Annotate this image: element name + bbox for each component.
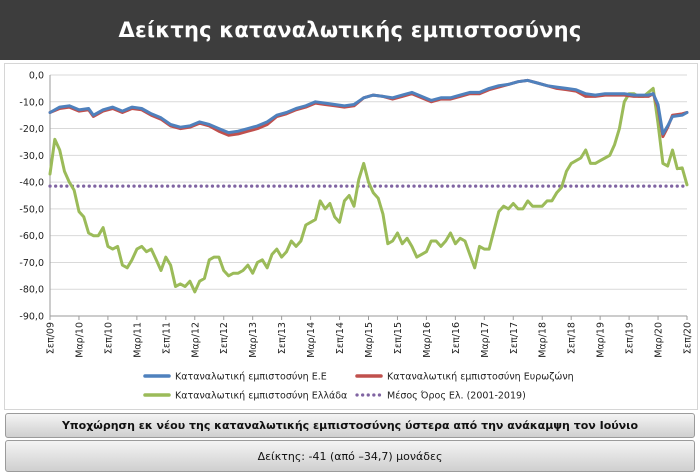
headline-text: Υποχώρηση εκ νέου της καταναλωτικής εμπι… <box>61 419 639 432</box>
x-tick-label: Μαρ/12 <box>190 322 201 358</box>
x-tick-label: Σεπ/12 <box>219 322 230 354</box>
y-tick-label: -30,0 <box>19 151 44 162</box>
y-axis: 0,0 -10,0 -20,0 -30,0 -40,0 -50,0 -60,0 -70,0 -8… <box>19 71 51 323</box>
y-tick-label: 0,0 <box>29 71 44 82</box>
x-tick-label: Σεπ/19 <box>625 322 636 354</box>
chart-frame: 0,0 -10,0 -20,0 -30,0 -40,0 -50,0 -60,0 -70,0 -8… <box>4 63 698 410</box>
legend-label-eurozone: Καταναλωτική εμπιστοσύνη Ευρωζώνη <box>387 372 574 383</box>
x-tick-label: Μαρ/14 <box>306 322 317 358</box>
x-tick-label: Σεπ/13 <box>277 322 288 354</box>
legend-label-greece: Καταναλωτική εμπιστοσύνη Ελλάδα <box>175 391 347 402</box>
x-tick-label: Σεπ/15 <box>393 322 404 354</box>
y-tick-label: -50,0 <box>19 204 44 215</box>
y-tick-label: -60,0 <box>19 231 44 242</box>
y-tick-label: -70,0 <box>19 258 44 269</box>
x-tick-label: Σεπ/18 <box>567 322 578 354</box>
x-tick-label: Σεπ/17 <box>509 322 520 354</box>
x-tick-label: Σεπ/14 <box>335 322 346 354</box>
x-tick-label: Μαρ/17 <box>480 322 491 358</box>
series-lines <box>48 78 689 294</box>
x-tick-label: Σεπ/20 <box>683 322 694 354</box>
x-tick-label: Σεπ/16 <box>451 322 462 354</box>
x-tick-label: Μαρ/11 <box>132 322 143 358</box>
headline-box: Υποχώρηση εκ νέου της καταναλωτικής εμπι… <box>5 413 695 438</box>
x-tick-label: Μαρ/15 <box>364 322 375 358</box>
y-tick-label: -40,0 <box>19 178 44 189</box>
chart-svg: 0,0 -10,0 -20,0 -30,0 -40,0 -50,0 -60,0 -70,0 -8… <box>19 71 694 402</box>
y-tick-label: -20,0 <box>19 124 44 135</box>
title-bar: Δείκτης καταναλωτικής εμπιστοσύνης <box>0 0 700 60</box>
index-box: Δείκτης: -41 (από –34,7) μονάδες <box>5 440 695 472</box>
x-tick-label: Μαρ/13 <box>248 322 259 358</box>
legend: Καταναλωτική εμπιστοσύνη Ε.Ε Καταναλωτική… <box>143 372 574 402</box>
legend-label-greece-average: Μέσος Όρος Ελ. (2001-2019) <box>387 391 526 402</box>
x-tick-label: Σεπ/11 <box>161 322 172 354</box>
y-tick-label: -80,0 <box>19 285 44 296</box>
x-tick-label: Μαρ/20 <box>654 322 665 358</box>
x-tick-label: Μαρ/10 <box>74 322 85 358</box>
y-tick-label: -90,0 <box>19 312 44 323</box>
x-tick-label: Σεπ/10 <box>103 322 114 354</box>
x-tick-label: Μαρ/19 <box>596 322 607 358</box>
x-axis: Σεπ/09 Μαρ/10 Σεπ/10 Μαρ/11 Σεπ/11 Μαρ/12 Σεπ/… <box>46 315 694 358</box>
legend-label-eu: Καταναλωτική εμπιστοσύνη Ε.Ε <box>175 372 327 383</box>
index-text: Δείκτης: -41 (από –34,7) μονάδες <box>257 449 443 463</box>
x-tick-label: Μαρ/16 <box>422 322 433 358</box>
x-tick-label: Σεπ/09 <box>46 322 57 354</box>
series-line-eu <box>48 78 689 136</box>
x-tick-label: Μαρ/18 <box>538 322 549 358</box>
series-line-greece <box>48 86 689 294</box>
page-title: Δείκτης καταναλωτικής εμπιστοσύνης <box>118 18 582 42</box>
y-tick-label: -10,0 <box>19 97 44 108</box>
